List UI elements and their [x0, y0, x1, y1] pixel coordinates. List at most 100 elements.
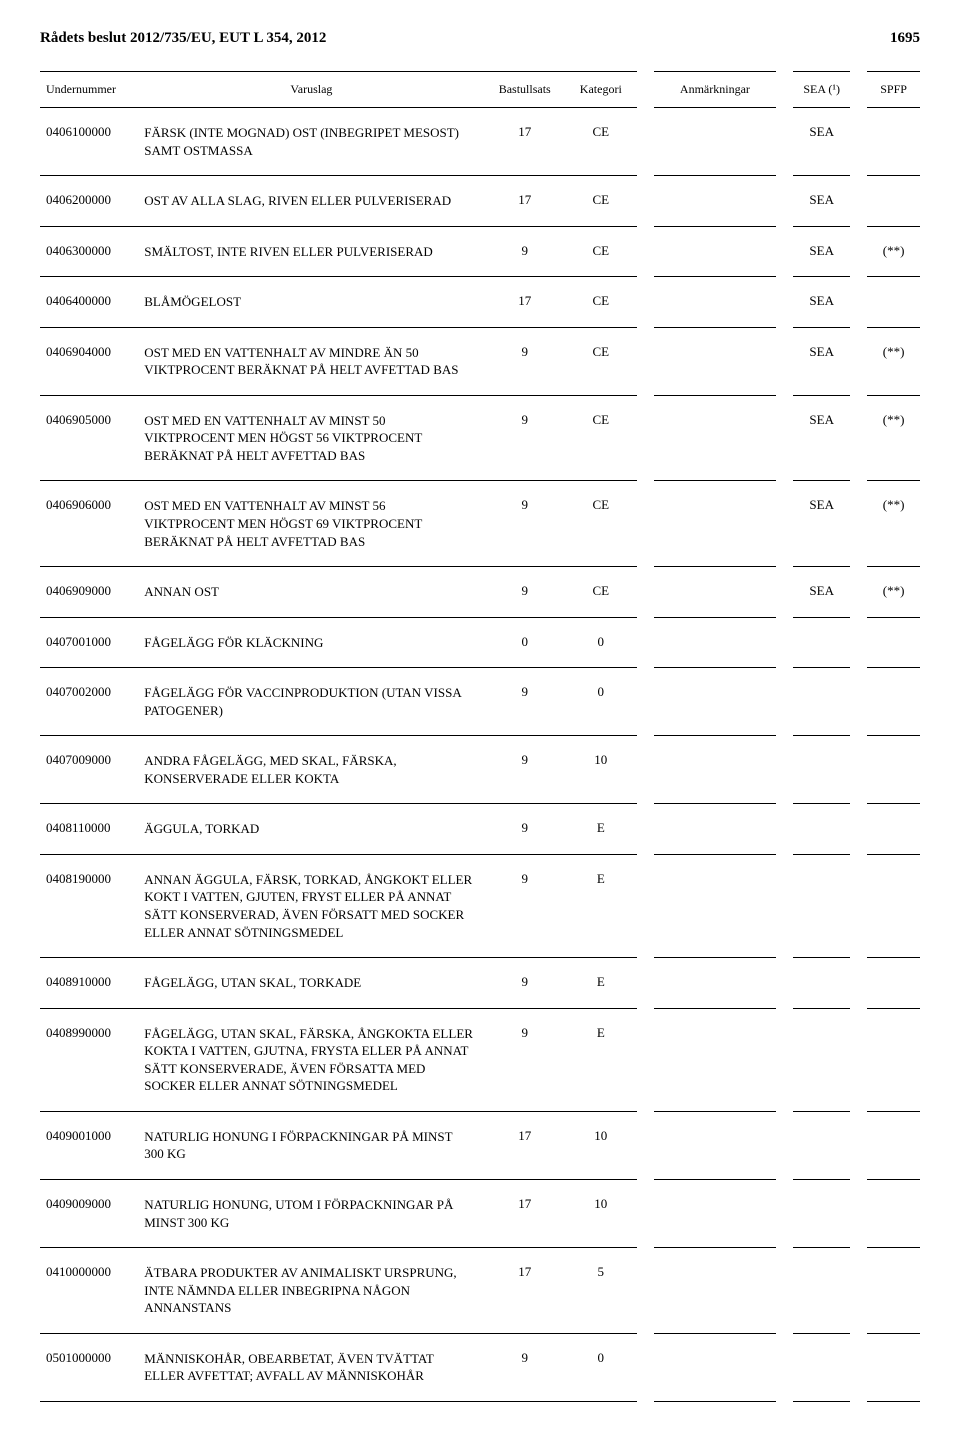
cell-spacer — [637, 395, 654, 481]
cell-spfp — [867, 277, 920, 328]
cell-undernummer: 0407002000 — [40, 668, 138, 736]
cell-spfp — [867, 804, 920, 855]
cell-anmarkningar — [654, 108, 777, 176]
cell-bastullsats: 9 — [485, 481, 565, 567]
cell-spacer — [850, 1333, 867, 1401]
cell-spacer — [850, 736, 867, 804]
cell-sea: SEA — [793, 226, 850, 277]
cell-kategori: CE — [565, 277, 637, 328]
cell-spfp — [867, 617, 920, 668]
cell-anmarkningar — [654, 481, 777, 567]
cell-spacer — [776, 958, 793, 1009]
cell-bastullsats: 17 — [485, 1179, 565, 1247]
cell-anmarkningar — [654, 395, 777, 481]
cell-sea — [793, 736, 850, 804]
cell-kategori: CE — [565, 481, 637, 567]
cell-spacer — [637, 668, 654, 736]
table-header-row: Undernummer Varuslag Bastullsats Kategor… — [40, 72, 920, 108]
cell-varuslag: NATURLIG HONUNG I FÖRPACKNINGAR PÅ MINST… — [138, 1111, 484, 1179]
cell-spacer — [776, 1008, 793, 1111]
cell-varuslag: OST MED EN VATTENHALT AV MINST 56 VIKTPR… — [138, 481, 484, 567]
header-right: 1695 — [890, 30, 920, 47]
cell-spacer — [776, 481, 793, 567]
cell-undernummer: 0408110000 — [40, 804, 138, 855]
table-row: 0407001000FÅGELÄGG FÖR KLÄCKNING00 — [40, 617, 920, 668]
col-spacer — [776, 72, 793, 108]
cell-spacer — [637, 1248, 654, 1334]
cell-bastullsats: 17 — [485, 108, 565, 176]
cell-undernummer: 0409001000 — [40, 1111, 138, 1179]
cell-spacer — [637, 277, 654, 328]
cell-sea — [793, 958, 850, 1009]
cell-kategori: CE — [565, 395, 637, 481]
cell-spacer — [637, 1111, 654, 1179]
cell-spacer — [776, 617, 793, 668]
cell-varuslag: MÄNNISKOHÅR, OBEARBETAT, ÄVEN TVÄTTAT EL… — [138, 1333, 484, 1401]
cell-spacer — [850, 958, 867, 1009]
table-row: 0406906000OST MED EN VATTENHALT AV MINST… — [40, 481, 920, 567]
col-kategori: Kategori — [565, 72, 637, 108]
cell-spacer — [637, 226, 654, 277]
cell-anmarkningar — [654, 1008, 777, 1111]
col-spfp: SPFP — [867, 72, 920, 108]
cell-spacer — [637, 1179, 654, 1247]
table-row: 0410000000ÄTBARA PRODUKTER AV ANIMALISKT… — [40, 1248, 920, 1334]
table-row: 0501000000MÄNNISKOHÅR, OBEARBETAT, ÄVEN … — [40, 1333, 920, 1401]
col-bastullsats: Bastullsats — [485, 72, 565, 108]
cell-sea: SEA — [793, 327, 850, 395]
cell-sea: SEA — [793, 277, 850, 328]
cell-spacer — [850, 395, 867, 481]
cell-spacer — [637, 567, 654, 618]
cell-spacer — [637, 958, 654, 1009]
cell-spfp — [867, 1111, 920, 1179]
page-header: Rådets beslut 2012/735/EU, EUT L 354, 20… — [40, 30, 920, 47]
cell-varuslag: ANDRA FÅGELÄGG, MED SKAL, FÄRSKA, KONSER… — [138, 736, 484, 804]
table-row: 0408110000ÄGGULA, TORKAD9E — [40, 804, 920, 855]
cell-varuslag: FÅGELÄGG FÖR KLÄCKNING — [138, 617, 484, 668]
table-row: 0406200000OST AV ALLA SLAG, RIVEN ELLER … — [40, 176, 920, 227]
cell-varuslag: OST MED EN VATTENHALT AV MINST 50 VIKTPR… — [138, 395, 484, 481]
cell-spfp — [867, 668, 920, 736]
cell-sea — [793, 804, 850, 855]
cell-kategori: E — [565, 854, 637, 957]
cell-spacer — [637, 1333, 654, 1401]
cell-bastullsats: 9 — [485, 736, 565, 804]
cell-varuslag: ANNAN OST — [138, 567, 484, 618]
cell-spacer — [637, 481, 654, 567]
cell-spacer — [850, 1111, 867, 1179]
cell-spacer — [776, 1179, 793, 1247]
cell-anmarkningar — [654, 736, 777, 804]
cell-undernummer: 0407009000 — [40, 736, 138, 804]
cell-sea — [793, 1248, 850, 1334]
cell-spacer — [637, 1008, 654, 1111]
tariff-table: Undernummer Varuslag Bastullsats Kategor… — [40, 71, 920, 1402]
cell-sea — [793, 1008, 850, 1111]
cell-spacer — [850, 804, 867, 855]
cell-kategori: 10 — [565, 1179, 637, 1247]
cell-undernummer: 0406906000 — [40, 481, 138, 567]
cell-spacer — [850, 176, 867, 227]
cell-bastullsats: 9 — [485, 1333, 565, 1401]
cell-undernummer: 0407001000 — [40, 617, 138, 668]
cell-spfp — [867, 854, 920, 957]
table-row: 0406300000SMÄLTOST, INTE RIVEN ELLER PUL… — [40, 226, 920, 277]
col-varuslag: Varuslag — [138, 72, 484, 108]
cell-anmarkningar — [654, 1333, 777, 1401]
cell-anmarkningar — [654, 277, 777, 328]
cell-bastullsats: 9 — [485, 804, 565, 855]
cell-kategori: CE — [565, 108, 637, 176]
cell-bastullsats: 0 — [485, 617, 565, 668]
cell-undernummer: 0406100000 — [40, 108, 138, 176]
cell-sea: SEA — [793, 567, 850, 618]
cell-spfp — [867, 108, 920, 176]
cell-varuslag: BLÅMÖGELOST — [138, 277, 484, 328]
table-row: 0406904000OST MED EN VATTENHALT AV MINDR… — [40, 327, 920, 395]
cell-kategori: 10 — [565, 736, 637, 804]
cell-spfp: (**) — [867, 481, 920, 567]
table-row: 0406905000OST MED EN VATTENHALT AV MINST… — [40, 395, 920, 481]
table-row: 0408990000FÅGELÄGG, UTAN SKAL, FÄRSKA, Å… — [40, 1008, 920, 1111]
cell-sea — [793, 1333, 850, 1401]
cell-kategori: CE — [565, 327, 637, 395]
cell-varuslag: FÅGELÄGG, UTAN SKAL, FÄRSKA, ÅNGKOKTA EL… — [138, 1008, 484, 1111]
cell-spfp — [867, 958, 920, 1009]
